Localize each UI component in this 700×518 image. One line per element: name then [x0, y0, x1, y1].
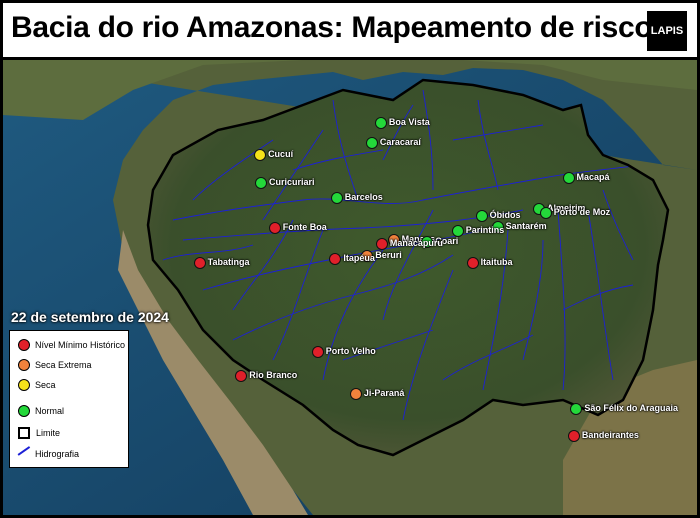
green-dot-icon [18, 405, 30, 417]
normal-dot-icon [330, 191, 343, 204]
map-view[interactable]: 22 de setembro de 2024 Boa Vista Caracara… [3, 60, 697, 515]
station-label: Ji-Paraná [363, 387, 405, 398]
legend: Nível Mínimo Histórico Seca Extrema Seca… [9, 330, 129, 468]
legend-label: Normal [35, 406, 65, 416]
lapis-logo: LAPIS [647, 11, 687, 51]
legend-label: Limite [36, 428, 61, 438]
red-dot-icon [18, 339, 30, 351]
nivel_minimo-dot-icon [268, 222, 281, 235]
orange-dot-icon [18, 359, 30, 371]
station-label: Manaus [401, 234, 436, 245]
andes [118, 230, 308, 515]
normal-dot-icon [255, 176, 268, 189]
normal-dot-icon [570, 402, 583, 415]
normal-dot-icon [365, 136, 378, 149]
station-label: São Félix do Araguaia [584, 402, 679, 413]
nivel_minimo-dot-icon [466, 257, 479, 270]
legend-item-seca-extrema: Seca Extrema [18, 357, 92, 373]
station-label: Óbidos [489, 210, 521, 221]
legend-item-limite: Limite [18, 425, 60, 441]
seca_extrema-dot-icon [361, 249, 374, 262]
station-label: Porto de Moz [553, 207, 611, 218]
legend-label: Nível Mínimo Histórico [35, 340, 126, 350]
map-title: Bacia do rio Amazonas: Mapeamento de ris… [11, 11, 653, 44]
station-label: Beruri [375, 249, 402, 260]
legend-label: Hidrografia [35, 449, 80, 459]
seca_extrema-dot-icon [387, 234, 400, 247]
legend-item-normal: Normal [18, 403, 64, 419]
nivel_minimo-dot-icon [567, 429, 580, 442]
station-label: Itaituba [480, 257, 513, 268]
station-label: Curicuriari [269, 176, 315, 187]
basemap [3, 60, 697, 515]
nivel_minimo-dot-icon [235, 369, 248, 382]
nivel_minimo-dot-icon [329, 252, 342, 265]
date-label: 22 de setembro de 2024 [11, 309, 169, 325]
station-label: Caracaraí [379, 136, 421, 147]
normal-dot-icon [491, 220, 504, 233]
normal-dot-icon [374, 116, 387, 129]
station-label: Itapéua [343, 252, 375, 263]
station-label: Tabatinga [207, 256, 250, 267]
station-label: Barcelos [344, 191, 383, 202]
seca_extrema-dot-icon [349, 387, 362, 400]
station-label: Macapá [576, 172, 610, 183]
basin-boundary [146, 78, 670, 457]
station-label: Fonte Boa [282, 222, 327, 233]
normal-dot-icon [421, 236, 434, 248]
north-land [3, 60, 697, 120]
nivel_minimo-dot-icon [311, 345, 324, 358]
station-label: Manacapuru [389, 237, 443, 248]
station-label: Almeirim [547, 202, 586, 213]
normal-dot-icon [475, 210, 488, 223]
seca-dot-icon [254, 148, 267, 161]
basin-area [148, 80, 668, 455]
normal-dot-icon [539, 207, 552, 220]
station-label: Rio Branco [249, 369, 298, 380]
legend-label: Seca Extrema [35, 360, 92, 370]
normal-dot-icon [562, 172, 575, 185]
station-label: Parintins [465, 224, 505, 235]
station-label: Santarém [505, 220, 547, 231]
station-label: Boa Vista [388, 116, 430, 127]
station-label: Cucuí [268, 148, 294, 159]
nivel_minimo-dot-icon [375, 237, 388, 250]
nivel_minimo-dot-icon [193, 256, 206, 269]
legend-item-seca: Seca [18, 377, 56, 393]
southeast-land [563, 360, 697, 515]
station-label: Bandeirantes [581, 429, 639, 440]
legend-label: Seca [35, 380, 56, 390]
station-label: Porto Velho [325, 345, 376, 356]
legend-item-nivel-minimo: Nível Mínimo Histórico [18, 337, 125, 353]
legend-item-hidrografia: Hidrografia [18, 446, 79, 462]
square-outline-icon [18, 427, 30, 439]
normal-dot-icon [451, 224, 464, 237]
yellow-dot-icon [18, 379, 30, 391]
station-label: Coari [435, 236, 459, 246]
